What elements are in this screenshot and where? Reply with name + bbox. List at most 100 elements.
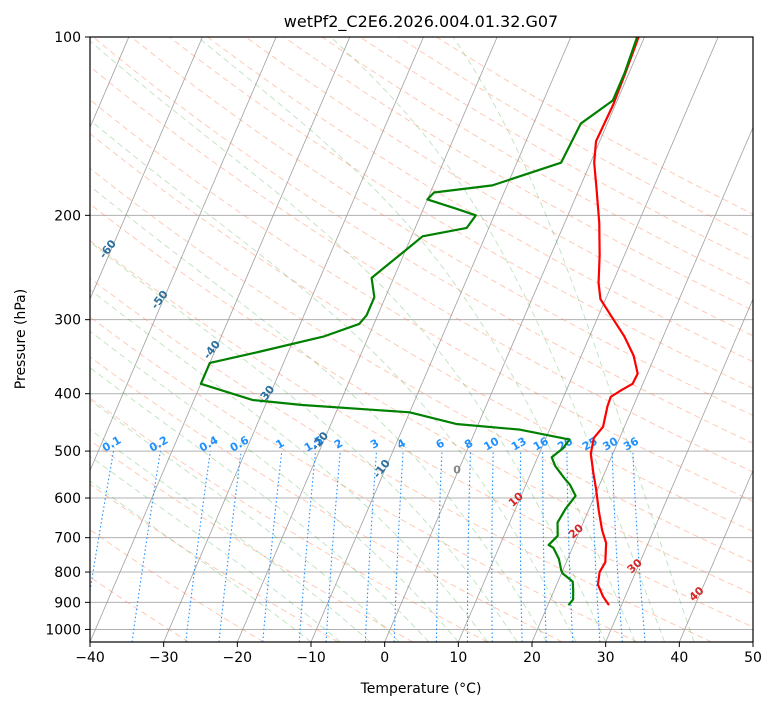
x-tick-label: −30: [149, 650, 179, 666]
moist-adiabat-line: [90, 241, 518, 642]
mixing-ratio-label: 1: [273, 437, 286, 452]
y-tick-label: 600: [54, 491, 81, 507]
dry-adiabat-line: [90, 316, 638, 642]
mixing-ratio-line: [591, 451, 601, 642]
dry-adiabat-line: [90, 240, 753, 628]
dry-adiabat-line: [90, 483, 339, 642]
y-tick-label: 700: [54, 531, 81, 547]
x-tick-label: 50: [744, 650, 762, 666]
moist-adiabat-line: [90, 289, 489, 642]
mixing-ratio-line: [435, 451, 443, 642]
moist-adiabat-line: [90, 455, 341, 642]
dry-adiabat-line: [169, 37, 753, 389]
moist-adiabat-line: [90, 367, 430, 642]
y-tick-label: 800: [54, 565, 81, 581]
dry-adiabat-label: -50: [148, 288, 171, 312]
y-tick-label: 400: [54, 387, 81, 403]
dry-adiabat-line: [90, 529, 264, 642]
moist-adiabat-line: [90, 428, 371, 642]
mixing-ratio-label: 2: [332, 437, 345, 452]
mixing-ratio-line: [218, 451, 242, 642]
x-tick-label: −40: [75, 650, 105, 666]
isotherm-line: [90, 37, 351, 642]
moist-adiabat-line: [90, 480, 312, 642]
x-tick-label: 40: [670, 650, 688, 666]
moist-adiabat-line: [90, 399, 400, 642]
dry-adiabat-line: [207, 37, 753, 363]
temperature-profile-line: [589, 37, 640, 606]
isotherm-line: [457, 37, 719, 642]
y-tick-label: 100: [54, 30, 81, 46]
x-tick-label: 0: [380, 650, 389, 666]
x-tick-label: −10: [296, 650, 326, 666]
mixing-ratio-line: [262, 451, 283, 642]
y-tick-label: 300: [54, 313, 81, 329]
dry-adiabat-line: [90, 356, 563, 642]
y-tick-label: 500: [54, 444, 81, 460]
mixing-ratio-label: 3: [368, 437, 381, 452]
dry-adiabat-line: [359, 37, 753, 262]
moist-adiabat-label: 10: [506, 490, 526, 510]
isotherm-line: [531, 126, 753, 642]
moist-adiabat-line: [90, 119, 577, 642]
isotherm-line: [163, 37, 424, 642]
axes-layer: −40 −30 −20 −10 0 10 20 30 40 5010020030040050060…: [45, 30, 762, 666]
y-axis-label: Pressure (hPa): [13, 289, 29, 389]
mixing-ratio-line: [519, 451, 523, 642]
moist-adiabat-line: [452, 37, 695, 642]
dry-adiabat-line: [90, 167, 753, 563]
moist-adiabat-line: [90, 185, 548, 642]
dry-adiabat-line: [90, 203, 753, 595]
mixing-ratio-line: [491, 451, 494, 642]
x-tick-label: 30: [597, 650, 615, 666]
dry-adiabat-line: [90, 66, 753, 473]
dry-adiabat-line: [90, 439, 414, 642]
mixing-ratio-line: [611, 451, 623, 642]
mixing-ratio-line: [632, 451, 646, 642]
moist-adiabat-line: [330, 37, 666, 642]
mixing-ratio-label: 4: [395, 436, 408, 451]
isotherm-line: [384, 37, 645, 642]
chart-title: wetPf2_C2E6.2026.004.01.32.G07: [284, 12, 558, 32]
moist-adiabat-line: [197, 37, 636, 642]
dry-adiabat-line: [131, 37, 753, 417]
theta-label: 0: [453, 463, 461, 476]
dry-adiabat-line: [283, 37, 753, 311]
plot-area: 0.10.20.40.611.52346810131620253036-100-…: [0, 37, 753, 642]
moist-adiabat-label: 30: [625, 556, 645, 576]
isotherm-line: [90, 37, 277, 472]
mixing-ratio-line: [298, 451, 317, 642]
isotherm-line: [90, 37, 203, 300]
plot-frame: [89, 36, 754, 643]
x-axis-label: Temperature (°C): [360, 681, 482, 697]
dry-adiabat-line: [92, 37, 753, 444]
dry-adiabat-line: [90, 99, 753, 502]
mixing-ratio-line: [566, 451, 574, 642]
x-tick-label: −20: [223, 650, 253, 666]
dry-adiabat-line: [90, 132, 753, 532]
dry-adiabat-label: -80: [0, 144, 12, 168]
y-tick-label: 1000: [45, 622, 81, 638]
mixing-ratio-line: [466, 451, 472, 642]
y-tick-label: 900: [54, 595, 81, 611]
dry-adiabat-line: [245, 37, 753, 337]
x-tick-label: 20: [523, 650, 541, 666]
isotherm-line: [678, 469, 753, 642]
dewpoint-profile-line: [199, 37, 639, 606]
moist-adiabat-line: [90, 330, 459, 642]
moist-adiabat-label: 40: [687, 584, 707, 604]
mixing-ratio-line: [131, 451, 161, 642]
isotherm-line: [310, 37, 572, 642]
moist-adiabat-line: [90, 40, 607, 642]
y-tick-label: 200: [54, 208, 81, 224]
mixing-ratio-line: [185, 451, 211, 642]
isotherm-line: [605, 297, 753, 642]
dry-adiabat-label: -60: [97, 237, 120, 261]
x-tick-label: 10: [449, 650, 467, 666]
isotherm-line: [236, 37, 498, 642]
mixing-ratio-line: [90, 451, 115, 595]
isotherm-line: [752, 640, 753, 642]
dry-adiabat-line: [90, 397, 488, 642]
